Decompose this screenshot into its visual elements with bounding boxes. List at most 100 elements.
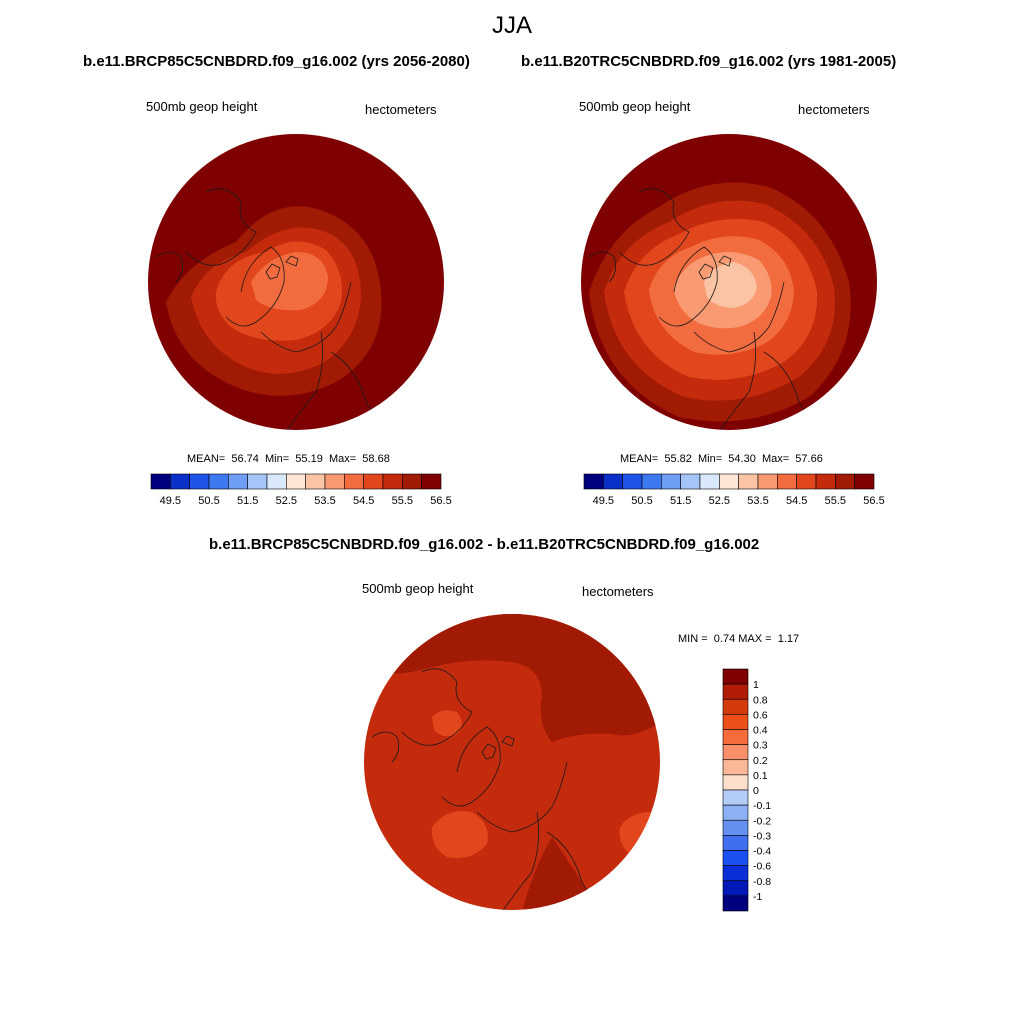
colorbar-box — [722, 880, 749, 897]
colorbar-box — [305, 473, 326, 490]
colorbar-box — [738, 473, 759, 490]
colorbar-box — [722, 759, 749, 776]
left-max-value: 58.68 — [362, 453, 390, 465]
colorbar-box — [641, 473, 662, 490]
diff-colorbar: 1 0.8 0.6 0.4 0.3 0.2 0.1 0 -0.1 -0.2 -0.3 -0.4 -0.6… — [722, 668, 771, 912]
colorbar-box — [722, 850, 749, 866]
colorbar-tick-label: 50.5 — [631, 495, 652, 507]
colorbar-box — [722, 714, 749, 730]
colorbar-tick-label: 54.5 — [353, 495, 374, 507]
colorbar-tick-label: 49.5 — [593, 495, 614, 507]
colorbar-tick-label: 0.4 — [753, 725, 768, 737]
colorbar-tick-label: 53.5 — [314, 495, 335, 507]
diff-stats: MIN = 0.74 MAX = 1.17 — [678, 633, 800, 645]
colorbar-box — [722, 683, 749, 700]
contour-low-1 — [432, 710, 462, 737]
colorbar-tick-label: 52.5 — [709, 495, 730, 507]
diff-panel-title: b.e11.BRCP85C5CNBDRD.f09_g16.002 - b.e11… — [209, 536, 760, 553]
figure-title: JJA — [491, 12, 532, 39]
colorbar-box — [402, 473, 422, 490]
colorbar-box — [815, 473, 836, 490]
colorbar-box — [228, 473, 248, 490]
diff-min-value: 0.74 — [713, 633, 736, 645]
colorbar-tick-label: 0.3 — [753, 740, 768, 752]
contour-high-north — [364, 614, 660, 742]
colorbar-box — [796, 473, 817, 490]
left-units-label: hectometers — [365, 102, 437, 117]
colorbar-box — [266, 473, 287, 490]
colorbar-tick-label: 51.5 — [670, 495, 691, 507]
colorbar-tick-label: -0.6 — [753, 861, 771, 873]
colorbar-box — [699, 473, 720, 490]
colorbar-box — [189, 473, 210, 490]
right-colorbar: 49.5 50.5 51.5 52.5 53.5 54.5 55.5 56.5 — [583, 473, 885, 507]
left-mean-value: 56.74 — [231, 453, 259, 465]
colorbar-box — [150, 473, 171, 490]
colorbar-box — [722, 698, 749, 715]
colorbar-tick-label: 49.5 — [160, 495, 181, 507]
colorbar-tick-label: 50.5 — [198, 495, 219, 507]
colorbar-box — [722, 804, 749, 821]
colorbar-box — [722, 835, 749, 851]
colorbar-tick-label: 0.2 — [753, 755, 768, 767]
left-stats: MEAN= 56.74 Min= 55.19 Max= 58.68 — [187, 453, 390, 465]
colorbar-box — [722, 895, 749, 912]
colorbar-box — [680, 473, 701, 490]
colorbar-tick-label: -1 — [753, 891, 762, 903]
colorbar-box — [622, 473, 643, 490]
coastlines — [588, 188, 840, 430]
left-colorbar: 49.5 50.5 51.5 52.5 53.5 54.5 55.5 56.5 — [150, 473, 452, 507]
colorbar-box — [777, 473, 797, 490]
diff-polar-map — [364, 614, 660, 910]
colorbar-tick-label: -0.2 — [753, 815, 771, 827]
colorbar-box — [583, 473, 604, 490]
colorbar-box — [324, 473, 345, 490]
colorbar-tick-label: 0 — [753, 785, 759, 797]
colorbar-tick-label: 52.5 — [276, 495, 297, 507]
colorbar-box — [247, 473, 268, 490]
colorbar-box — [854, 473, 875, 490]
colorbar-box — [208, 473, 229, 490]
left-panel-title: b.e11.BRCP85C5CNBDRD.f09_g16.002 (yrs 20… — [83, 53, 470, 70]
colorbar-box — [363, 473, 384, 490]
colorbar-tick-label: 53.5 — [747, 495, 768, 507]
colorbar-tick-label: 54.5 — [786, 495, 807, 507]
colorbar-box — [421, 473, 442, 490]
colorbar-box — [286, 473, 306, 490]
diff-units-label: hectometers — [582, 584, 654, 599]
contour-low-2 — [431, 811, 488, 859]
colorbar-box — [722, 744, 749, 761]
left-variable-label: 500mb geop height — [146, 99, 258, 114]
colorbar-tick-label: 1 — [753, 679, 759, 691]
colorbar-box — [719, 473, 739, 490]
left-min-value: 55.19 — [295, 453, 323, 465]
colorbar-box — [344, 473, 364, 490]
colorbar-box — [170, 473, 190, 490]
colorbar-box — [382, 473, 403, 490]
colorbar-box — [722, 668, 749, 685]
colorbar-box — [835, 473, 855, 490]
diff-max-value: 1.17 — [777, 633, 800, 645]
colorbar-tick-label: 51.5 — [237, 495, 258, 507]
colorbar-box — [722, 774, 749, 791]
right-max-value: 57.66 — [795, 453, 823, 465]
right-variable-label: 500mb geop height — [579, 99, 691, 114]
colorbar-box — [722, 789, 749, 806]
colorbar-tick-label: 0.8 — [753, 694, 768, 706]
right-min-value: 54.30 — [728, 453, 756, 465]
diff-variable-label: 500mb geop height — [362, 581, 474, 596]
right-polar-map — [581, 134, 877, 430]
colorbar-tick-label: -0.8 — [753, 876, 771, 888]
colorbar-tick-label: 56.5 — [430, 495, 451, 507]
right-mean-value: 55.82 — [664, 453, 692, 465]
colorbar-tick-label: 0.6 — [753, 709, 768, 721]
colorbar-tick-label: -0.1 — [753, 800, 771, 812]
colorbar-tick-label: -0.3 — [753, 830, 771, 842]
right-panel-title: b.e11.B20TRC5CNBDRD.f09_g16.002 (yrs 198… — [521, 53, 897, 70]
right-units-label: hectometers — [798, 102, 870, 117]
colorbar-tick-label: 56.5 — [863, 495, 884, 507]
left-polar-map — [148, 134, 444, 430]
colorbar-tick-label: 0.1 — [753, 770, 768, 782]
colorbar-tick-label: 55.5 — [392, 495, 413, 507]
right-stats: MEAN= 55.82 Min= 54.30 Max= 57.66 — [620, 453, 823, 465]
